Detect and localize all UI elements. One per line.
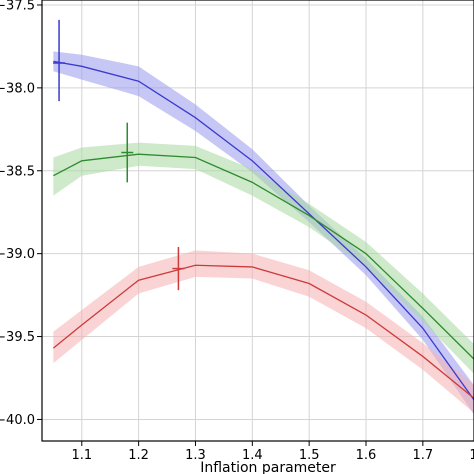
y-tick-label: −40.0 (0, 413, 35, 428)
y-tick-label: −38.5 (0, 164, 35, 179)
x-tick-label: 1.5 (299, 448, 320, 463)
series-line (52, 264, 474, 400)
confidence-band (53, 250, 474, 413)
y-axis-ticks: −37.5 −38.0 −38.5 −39.0 −39.5 −40.0 (0, 0, 42, 428)
x-tick-label: 1.2 (128, 448, 149, 463)
series-lines (52, 60, 474, 402)
plot-frame (41, 0, 474, 442)
x-axis-label: Inflation parameter (200, 460, 336, 474)
y-tick-label: −39.5 (0, 330, 35, 345)
y-tick-label: −37.5 (0, 0, 35, 13)
confidence-bands (53, 51, 474, 415)
x-tick-label: 1.3 (185, 448, 206, 463)
x-tick-label: 1.6 (356, 448, 377, 463)
x-tick-label: 1.7 (412, 448, 433, 463)
y-tick-label: −39.0 (0, 247, 35, 262)
x-tick-label: 1.4 (242, 448, 263, 463)
x-tick-label: 1.1 (71, 448, 92, 463)
series-line (53, 153, 474, 361)
x-tick-label: 1.8 (469, 448, 474, 463)
series-line (53, 60, 474, 402)
y-tick-label: −38.0 (0, 81, 35, 96)
confidence-band (53, 51, 474, 415)
error-markers (53, 19, 185, 291)
x-axis-ticks: 1.1 1.2 1.3 1.4 1.5 1.6 1.7 1.8 (71, 441, 474, 463)
